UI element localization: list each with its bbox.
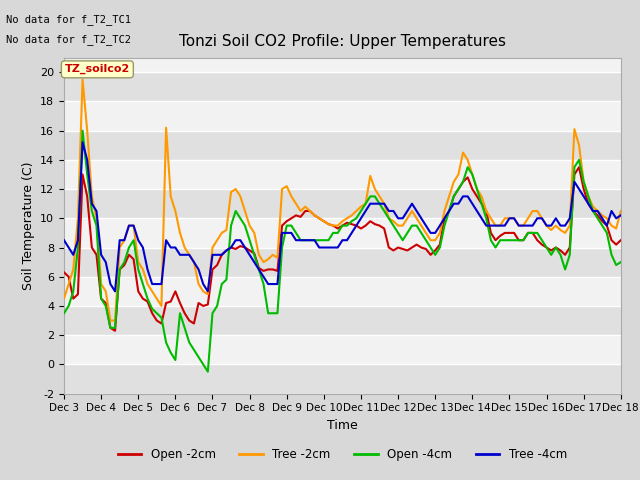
Bar [64,335,621,364]
Y-axis label: Soil Temperature (C): Soil Temperature (C) [22,161,35,290]
Title: Tonzi Soil CO2 Profile: Upper Temperatures: Tonzi Soil CO2 Profile: Upper Temperatur… [179,35,506,49]
Open -2cm [413,242,420,248]
Open -4cm [195,354,202,360]
Legend: Open -2cm, Tree -2cm, Open -4cm, Tree -4cm: Open -2cm, Tree -2cm, Open -4cm, Tree -4… [113,443,572,466]
X-axis label: Time: Time [327,419,358,432]
Line: Open -4cm: Open -4cm [64,131,621,372]
Tree -2cm [106,318,115,324]
Bar [64,160,621,189]
Line: Tree -2cm: Tree -2cm [64,80,621,321]
Bar [64,277,621,306]
Open -2cm [195,300,202,306]
Text: No data for f_T2_TC1: No data for f_T2_TC1 [6,14,131,25]
Open -2cm [617,237,625,243]
Text: No data for f_T2_TC2: No data for f_T2_TC2 [6,34,131,45]
Line: Tree -4cm: Tree -4cm [64,143,621,291]
Tree -2cm [306,208,314,214]
Open -4cm [120,259,128,265]
Tree -4cm [306,237,314,243]
Bar [64,248,621,277]
Tree -4cm [589,208,596,214]
Bar [64,72,621,101]
Open -2cm [111,328,119,334]
Tree -2cm [589,204,596,209]
Open -2cm [589,208,596,214]
Tree -2cm [60,296,68,301]
Open -2cm [440,216,448,221]
Tree -2cm [417,223,425,228]
Open -4cm [79,128,86,133]
Tree -4cm [200,281,207,287]
Tree -2cm [445,193,453,199]
Open -4cm [589,208,596,214]
Bar [64,101,621,131]
Tree -4cm [417,216,425,221]
Open -2cm [120,262,128,268]
Open -2cm [60,269,68,275]
Open -4cm [417,230,425,236]
Bar [64,43,621,72]
Line: Open -2cm: Open -2cm [64,167,621,331]
Text: TZ_soilco2: TZ_soilco2 [65,64,130,74]
Tree -4cm [111,288,119,294]
Tree -2cm [125,223,133,228]
Tree -2cm [617,208,625,214]
Open -4cm [617,259,625,265]
Bar [64,189,621,218]
Tree -4cm [445,208,453,214]
Bar [64,131,621,160]
Bar [64,364,621,394]
Bar [64,218,621,248]
Open -4cm [306,237,314,243]
Tree -2cm [200,288,207,294]
Open -2cm [575,164,583,170]
Tree -4cm [79,140,86,145]
Tree -4cm [125,223,133,228]
Open -4cm [204,369,212,374]
Bar [64,306,621,335]
Tree -4cm [617,213,625,218]
Tree -2cm [79,77,86,83]
Open -2cm [301,208,309,214]
Tree -4cm [60,237,68,243]
Open -4cm [60,311,68,316]
Open -4cm [445,208,453,214]
